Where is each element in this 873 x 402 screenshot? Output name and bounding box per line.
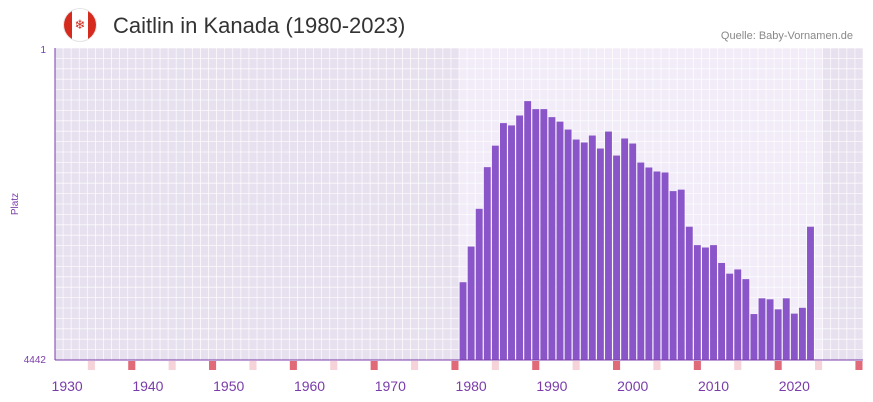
bar-1981 <box>475 208 483 360</box>
chart-title: Caitlin in Kanada (1980-2023) <box>113 13 406 38</box>
bar-1996 <box>596 148 604 360</box>
bar-1988 <box>532 109 540 360</box>
bar-2020 <box>790 313 798 360</box>
source-link[interactable]: Quelle: Baby-Vornamen.de <box>720 30 853 42</box>
bar-2007 <box>685 226 693 360</box>
bar-2009 <box>702 247 709 360</box>
bar-2018 <box>774 309 782 360</box>
bar-1986 <box>516 115 524 360</box>
axis-labels: 1 4442 Platz 1930 1940 1950 1960 1970 1980 1990 20… <box>10 45 810 394</box>
bar-2003 <box>653 171 661 360</box>
x-tick-label-1970: 1970 <box>375 378 406 394</box>
x-tick-label-2000: 2000 <box>617 378 648 394</box>
bar-1992 <box>564 129 572 360</box>
bar-2019 <box>782 298 790 360</box>
bar-2014 <box>742 279 750 360</box>
bar-2000 <box>629 143 637 360</box>
bar-1998 <box>613 155 620 360</box>
year-marker-1938 <box>128 361 136 370</box>
bar-2011 <box>718 262 726 360</box>
bar-1982 <box>483 167 491 360</box>
bar-1989 <box>540 109 548 360</box>
y-axis-label: Platz <box>10 193 21 215</box>
bar-1995 <box>588 135 596 360</box>
x-tick-label-1930: 1930 <box>52 378 83 394</box>
bar-2006 <box>677 189 685 360</box>
bar-2010 <box>710 245 717 360</box>
year-marker-2013 <box>734 361 742 370</box>
x-tick-label-1980: 1980 <box>456 378 487 394</box>
year-marker-1963 <box>330 361 338 370</box>
bar-2022 <box>807 226 814 360</box>
x-tick-label-1950: 1950 <box>213 378 244 394</box>
bar-1987 <box>524 101 532 360</box>
year-marker-1973 <box>411 361 419 370</box>
year-marker-1998 <box>613 361 621 370</box>
bar-1979 <box>459 282 467 360</box>
year-marker-1933 <box>87 361 95 370</box>
bar-2004 <box>661 172 669 360</box>
year-markers <box>87 361 863 370</box>
year-marker-1958 <box>289 361 297 370</box>
x-tick-label-1940: 1940 <box>132 378 163 394</box>
year-marker-1988 <box>532 361 540 370</box>
bar-2015 <box>750 314 758 360</box>
bar-1997 <box>605 131 612 360</box>
grid-lines <box>54 47 864 361</box>
year-marker-1978 <box>451 361 459 370</box>
bar-1980 <box>467 246 475 360</box>
bar-2005 <box>669 191 677 360</box>
y-tick-label-top: 1 <box>40 45 46 56</box>
bar-1993 <box>572 139 580 360</box>
bar-2001 <box>637 162 645 360</box>
year-marker-2028 <box>855 361 863 370</box>
year-marker-1943 <box>168 361 176 370</box>
year-marker-2003 <box>653 361 661 370</box>
bar-1999 <box>621 138 629 360</box>
x-tick-label-2020: 2020 <box>779 378 810 394</box>
axes <box>54 48 863 361</box>
bar-1985 <box>508 125 515 360</box>
bar-1983 <box>491 145 499 360</box>
year-marker-1968 <box>370 361 378 370</box>
bar-2021 <box>798 307 806 360</box>
x-tick-label-2010: 2010 <box>698 378 729 394</box>
year-marker-1948 <box>209 361 217 370</box>
year-marker-1953 <box>249 361 257 370</box>
bar-1991 <box>556 121 564 360</box>
bar-1984 <box>500 123 507 360</box>
x-tick-label-1960: 1960 <box>294 378 325 394</box>
x-tick-label-1990: 1990 <box>536 378 567 394</box>
year-marker-2023 <box>815 361 823 370</box>
bar-2008 <box>693 245 701 360</box>
year-marker-1983 <box>491 361 499 370</box>
bar-series <box>459 101 814 361</box>
bar-2013 <box>734 269 742 360</box>
canada-flag-icon: ❄ <box>64 9 96 41</box>
bar-2002 <box>645 167 653 360</box>
bar-2017 <box>766 299 774 360</box>
bar-2016 <box>758 298 766 360</box>
bar-1994 <box>580 142 588 360</box>
year-marker-2008 <box>693 361 701 370</box>
year-marker-2018 <box>774 361 782 370</box>
bar-1990 <box>548 117 556 361</box>
bar-2012 <box>726 273 734 360</box>
y-tick-label-bottom: 4442 <box>24 355 47 366</box>
year-marker-1993 <box>572 361 580 370</box>
